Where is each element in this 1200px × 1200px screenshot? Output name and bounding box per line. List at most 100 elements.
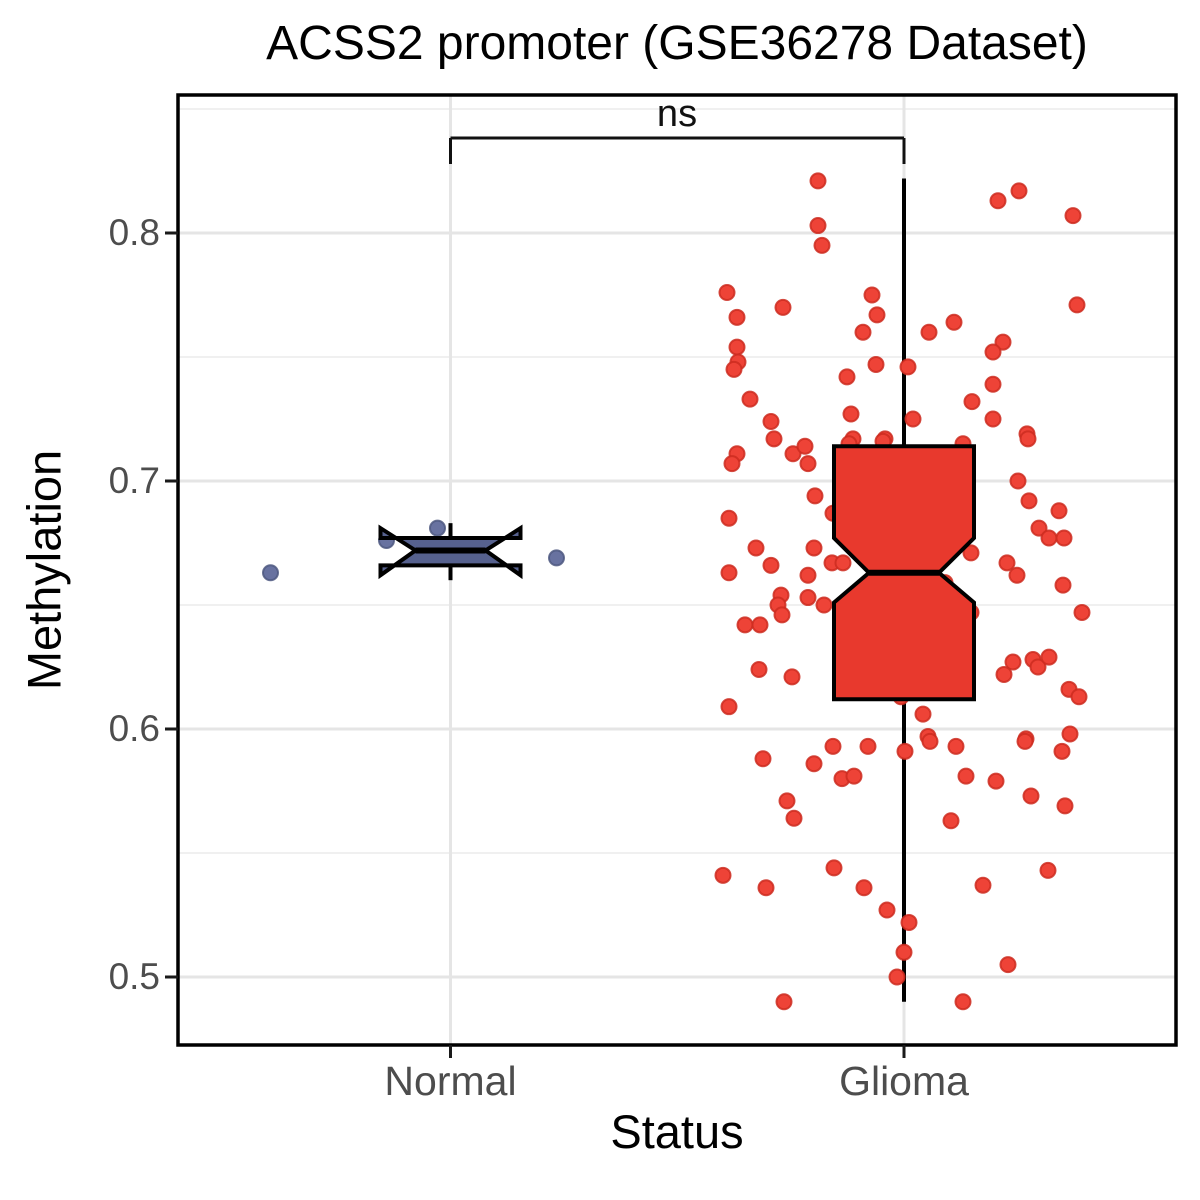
jitter-point-glioma — [720, 509, 738, 527]
jitter-point-glioma — [1056, 797, 1074, 815]
jitter-point-glioma — [784, 445, 802, 463]
jitter-point-glioma — [974, 876, 992, 894]
jitter-point-glioma — [815, 596, 833, 614]
jitter-point-glioma — [762, 556, 780, 574]
jitter-point-glioma — [1008, 566, 1026, 584]
jitter-point-glioma — [775, 993, 793, 1011]
jitter-point-glioma — [754, 750, 772, 768]
jitter-point-glioma — [1029, 658, 1047, 676]
jitter-point-glioma — [896, 742, 914, 760]
jitter-point-glioma — [900, 913, 918, 931]
jitter-point-glioma — [834, 554, 852, 572]
y-tick-label-0.5: 0.5 — [108, 956, 160, 997]
jitter-point-glioma — [1040, 648, 1058, 666]
jitter-point-glioma — [895, 943, 913, 961]
jitter-point-glioma — [899, 358, 917, 376]
jitter-point-glioma — [854, 323, 872, 341]
x-tick-label-normal: Normal — [384, 1058, 517, 1104]
x-tick-label-glioma: Glioma — [839, 1058, 969, 1104]
jitter-point-glioma — [945, 313, 963, 331]
jitter-point-glioma — [888, 968, 906, 986]
jitter-point-glioma — [785, 809, 803, 827]
jitter-point-glioma — [806, 487, 824, 505]
jitter-point-glioma — [728, 308, 746, 326]
y-tick-label-0.7: 0.7 — [108, 460, 160, 501]
jitter-point-glioma — [984, 343, 1002, 361]
jitter-point-glioma — [867, 355, 885, 373]
jitter-point-normal — [262, 564, 279, 582]
jitter-point-glioma — [987, 772, 1005, 790]
jitter-point-glioma — [762, 412, 780, 430]
jitter-point-glioma — [1055, 529, 1073, 547]
jitter-point-glioma — [1070, 688, 1088, 706]
jitter-point-glioma — [842, 405, 860, 423]
jitter-point-glioma — [947, 737, 965, 755]
x-axis-title: Status — [610, 1105, 744, 1158]
jitter-point-glioma — [824, 737, 842, 755]
jitter-point-glioma — [750, 660, 768, 678]
jitter-point-glioma — [1040, 529, 1058, 547]
jitter-point-normal — [548, 549, 565, 567]
jitter-point-glioma — [1061, 725, 1079, 743]
jitter-point-glioma — [778, 792, 796, 810]
jitter-point-glioma — [838, 368, 856, 386]
jitter-point-glioma — [1020, 492, 1038, 510]
jitter-point-glioma — [799, 455, 817, 473]
significance-label: ns — [656, 93, 698, 135]
jitter-point-glioma — [783, 668, 801, 686]
jitter-point-glioma — [809, 172, 827, 190]
jitter-point-glioma — [805, 755, 823, 773]
jitter-point-glioma — [995, 665, 1013, 683]
jitter-point-glioma — [914, 705, 932, 723]
y-tick-label-0.6: 0.6 — [108, 708, 160, 749]
jitter-point-glioma — [1054, 576, 1072, 594]
jitter-point-glioma — [751, 616, 769, 634]
jitter-point-glioma — [954, 993, 972, 1011]
jitter-point-glioma — [1030, 519, 1048, 537]
jitter-point-glioma — [999, 956, 1017, 974]
jitter-point-normal — [429, 519, 446, 537]
jitter-point-glioma — [1016, 732, 1034, 750]
jitter-point-glioma — [984, 410, 1002, 428]
jitter-point-glioma — [714, 866, 732, 884]
jitter-point-glioma — [962, 544, 980, 562]
jitter-point-glioma — [863, 286, 881, 304]
jitter-point-glioma — [998, 554, 1016, 572]
jitter-point-glioma — [720, 698, 738, 716]
y-axis-title: Methylation — [17, 449, 71, 691]
jitter-point-glioma — [1064, 207, 1082, 225]
jitter-point-glioma — [855, 879, 873, 897]
jitter-point-glioma — [799, 566, 817, 584]
jitter-point-glioma — [859, 737, 877, 755]
jitter-point-glioma — [1053, 742, 1071, 760]
jitter-point-glioma — [984, 375, 1002, 393]
y-tick-label-0.8: 0.8 — [108, 212, 160, 253]
jitter-point-glioma — [942, 812, 960, 830]
jitter-point-glioma — [921, 732, 939, 750]
jitter-point-glioma — [994, 333, 1012, 351]
panel-border — [176, 93, 1178, 1047]
jitter-point-glioma — [728, 338, 746, 356]
jitter-point-glioma — [773, 606, 791, 624]
jitter-point-glioma — [747, 539, 765, 557]
jitter-point-glioma — [868, 306, 886, 324]
jitter-point-glioma — [1022, 787, 1040, 805]
jitter-point-glioma — [1073, 603, 1091, 621]
jitter-point-glioma — [825, 859, 843, 877]
jitter-point-glioma — [957, 767, 975, 785]
jitter-point-glioma — [799, 589, 817, 607]
jitter-point-glioma — [774, 298, 792, 316]
jitter-point-glioma — [920, 323, 938, 341]
jitter-point-glioma — [1019, 430, 1037, 448]
plot-title: ACSS2 promoter (GSE36278 Dataset) — [266, 17, 1088, 70]
jitter-point-glioma — [989, 192, 1007, 210]
jitter-point-glioma — [813, 236, 831, 254]
jitter-point-glioma — [796, 437, 814, 455]
jitter-point-glioma — [718, 284, 736, 302]
jitter-point-glioma — [878, 901, 896, 919]
jitter-point-glioma — [741, 390, 759, 408]
jitter-point-glioma — [809, 217, 827, 235]
jitter-point-glioma — [845, 767, 863, 785]
